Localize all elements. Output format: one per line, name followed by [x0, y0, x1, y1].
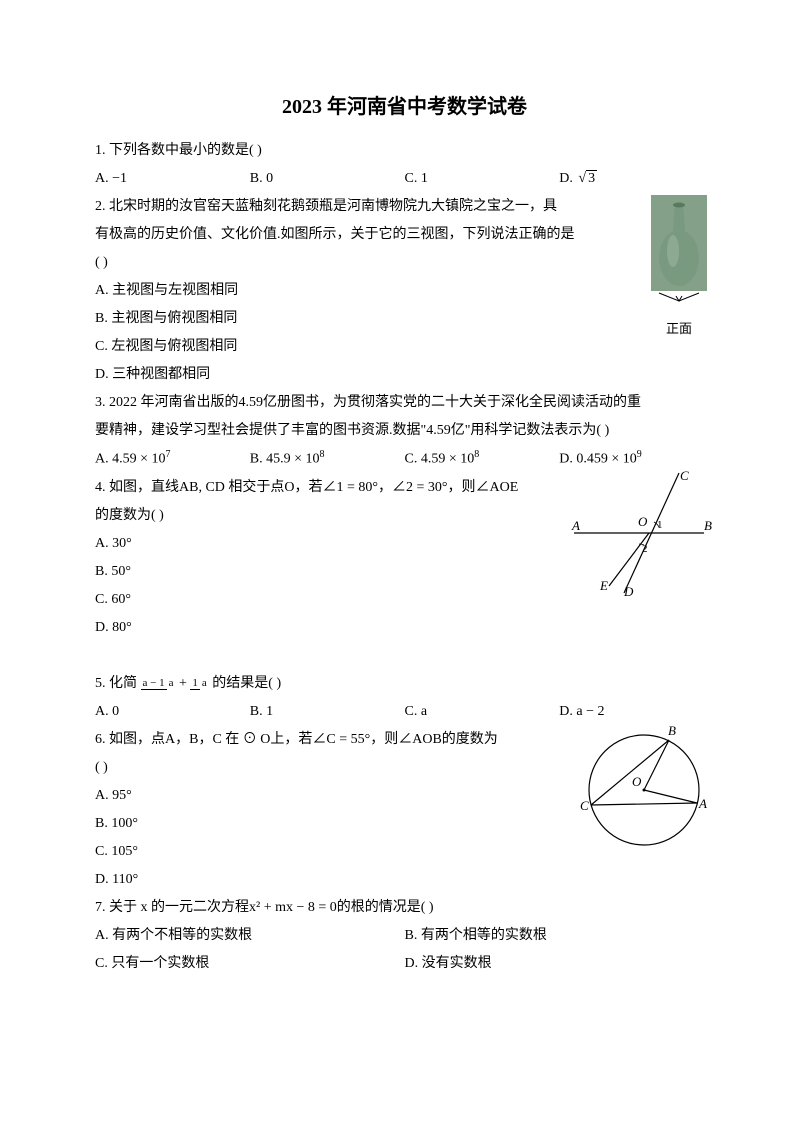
- lines-diagram-icon: A B C D E O 1 2: [564, 468, 714, 598]
- q5-stem-b: 的结果是( ): [212, 676, 281, 691]
- q5-stem: 5. 化简 a − 1a + 1a 的结果是( ): [95, 670, 714, 698]
- q3-opt-b: B. 45.9 × 108: [250, 445, 405, 474]
- svg-text:O: O: [638, 514, 648, 529]
- q6-opt-d: D. 110°: [95, 866, 714, 894]
- svg-text:E: E: [599, 578, 608, 593]
- circle-diagram-icon: A B C O: [564, 720, 714, 860]
- q3-d-e: 9: [637, 449, 642, 460]
- sqrt-icon: 3: [576, 165, 597, 193]
- q5-opt-c: C. a: [405, 698, 560, 726]
- q1-stem: 1. 下列各数中最小的数是( ): [95, 137, 714, 165]
- q1-opt-b: B. 0: [250, 165, 405, 193]
- q3-opt-a: A. 4.59 × 107: [95, 445, 250, 474]
- question-4: 4. 如图，直线AB, CD 相交于点O，若∠1 = 80°，∠2 = 30°，…: [95, 474, 714, 642]
- q2-line3: ( ): [95, 249, 714, 277]
- q2-opt-b: B. 主视图与俯视图相同: [95, 305, 714, 333]
- svg-text:A: A: [571, 518, 580, 533]
- q3-line2: 要精神，建设学习型社会提供了丰富的图书资源.数据"4.59亿"用科学记数法表示为…: [95, 417, 714, 445]
- plus-icon: +: [179, 676, 190, 691]
- q7-opt-d: D. 没有实数根: [405, 950, 715, 978]
- svg-text:O: O: [632, 774, 642, 789]
- q3-line1: 3. 2022 年河南省出版的4.59亿册图书，为贯彻落实党的二十大关于深化全民…: [95, 389, 714, 417]
- q1-opt-d: D. 3: [559, 165, 714, 193]
- q2-line1: 2. 北宋时期的汝官窑天蓝釉刻花鹅颈瓶是河南博物院九大镇院之宝之一，具: [95, 193, 714, 221]
- q5-stem-a: 5. 化简: [95, 676, 137, 691]
- q3-c-e: 8: [474, 449, 479, 460]
- q5-f1d: a: [167, 677, 176, 689]
- q7-opt-a: A. 有两个不相等的实数根: [95, 922, 405, 950]
- question-6: 6. 如图，点A，B，C 在 ⊙ O上，若∠C = 55°，则∠AOB的度数为 …: [95, 726, 714, 894]
- q3-d-t: D. 0.459 × 10: [559, 452, 637, 467]
- q2-opt-c: C. 左视图与俯视图相同: [95, 333, 714, 361]
- svg-text:B: B: [668, 723, 676, 738]
- question-3: 3. 2022 年河南省出版的4.59亿册图书，为贯彻落实党的二十大关于深化全民…: [95, 389, 714, 474]
- q3-opt-c: C. 4.59 × 108: [405, 445, 560, 474]
- q3-a-e: 7: [166, 449, 171, 460]
- q5-f2n: 1: [190, 677, 200, 690]
- q4-opt-d: D. 80°: [95, 614, 714, 642]
- q5-f1n: a − 1: [141, 677, 167, 690]
- question-1: 1. 下列各数中最小的数是( ) A. −1 B. 0 C. 1 D. 3: [95, 137, 714, 193]
- vase-caption: 正面: [644, 316, 714, 342]
- svg-text:A: A: [698, 796, 707, 811]
- question-5: 5. 化简 a − 1a + 1a 的结果是( ) A. 0 B. 1 C. a…: [95, 670, 714, 726]
- q2-opt-d: D. 三种视图都相同: [95, 361, 714, 389]
- question-2: 2. 北宋时期的汝官窑天蓝釉刻花鹅颈瓶是河南博物院九大镇院之宝之一，具 有极高的…: [95, 193, 714, 389]
- svg-text:D: D: [623, 584, 634, 598]
- q3-b-t: B. 45.9 × 10: [250, 452, 320, 467]
- q5-opt-b: B. 1: [250, 698, 405, 726]
- q3-a-t: A. 4.59 × 10: [95, 452, 166, 467]
- svg-text:C: C: [580, 798, 589, 813]
- svg-text:C: C: [680, 468, 689, 483]
- q2-line2: 有极高的历史价值、文化价值.如图所示，关于它的三视图，下列说法正确的是: [95, 221, 714, 249]
- vase-icon: [649, 193, 709, 303]
- svg-text:B: B: [704, 518, 712, 533]
- page-title: 2023 年河南省中考数学试卷: [95, 90, 714, 119]
- q1-opt-c: C. 1: [405, 165, 560, 193]
- q7-opt-c: C. 只有一个实数根: [95, 950, 405, 978]
- q7-stem: 7. 关于 x 的一元二次方程x² + mx − 8 = 0的根的情况是( ): [95, 894, 714, 922]
- question-7: 7. 关于 x 的一元二次方程x² + mx − 8 = 0的根的情况是( ) …: [95, 894, 714, 978]
- q1-d-prefix: D.: [559, 171, 576, 186]
- q7-opt-b: B. 有两个相等的实数根: [405, 922, 715, 950]
- vase-figure: 正面: [644, 193, 714, 342]
- fraction-icon: a − 1a: [141, 678, 176, 690]
- q1-opt-a: A. −1: [95, 165, 250, 193]
- q3-c-t: C. 4.59 × 10: [405, 452, 475, 467]
- q5-opt-a: A. 0: [95, 698, 250, 726]
- q3-b-e: 8: [319, 449, 324, 460]
- fraction-icon: 1a: [190, 678, 208, 690]
- q2-opt-a: A. 主视图与左视图相同: [95, 277, 714, 305]
- q5-f2d: a: [200, 677, 209, 689]
